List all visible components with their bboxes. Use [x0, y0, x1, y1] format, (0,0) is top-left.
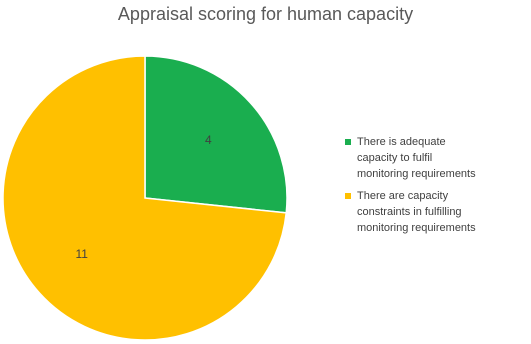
legend-swatch-adequate: [345, 139, 351, 145]
legend-swatch-constraints: [345, 193, 351, 199]
legend-label-constraints: There are capacity constraints in fulfil…: [357, 190, 476, 234]
legend-item-constraints: There are capacity constraints in fulfil…: [345, 188, 529, 236]
legend-label-adequate: There is adequate capacity to fulfil mon…: [357, 136, 476, 180]
pie-slice-adequate: [144, 55, 288, 214]
data-label-adequate: 4: [205, 133, 212, 147]
legend: There is adequate capacity to fulfil mon…: [345, 134, 529, 242]
legend-item-adequate: There is adequate capacity to fulfil mon…: [345, 134, 529, 182]
data-label-constraints: 11: [75, 247, 88, 261]
pie-slice-constraints: [2, 55, 288, 341]
chart-title: Appraisal scoring for human capacity: [117, 4, 414, 24]
